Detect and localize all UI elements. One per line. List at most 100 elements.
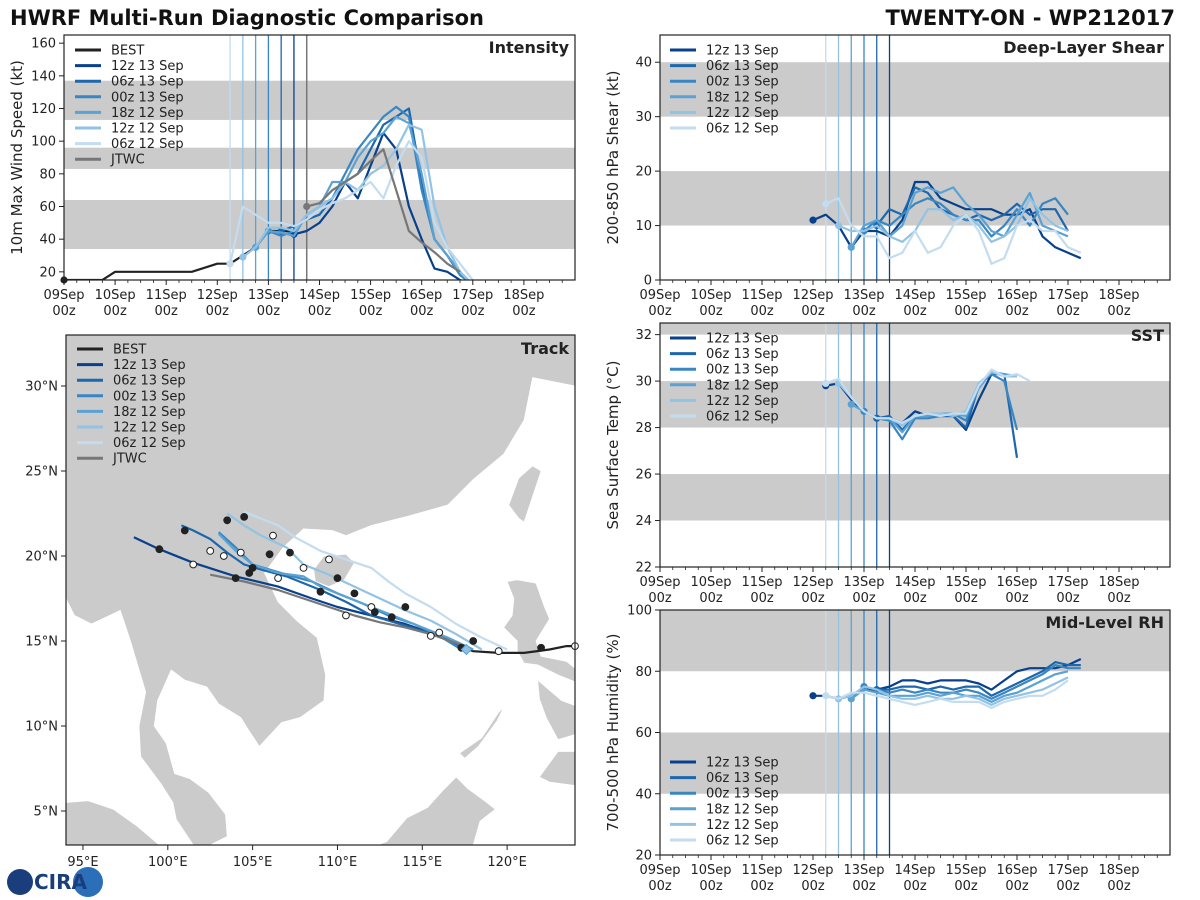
rh-legend-label: 12z 12 Sep bbox=[706, 818, 779, 833]
shear-legend-label: 18z 12 Sep bbox=[706, 90, 779, 105]
rh-x-tick-day: 14Sep bbox=[894, 863, 935, 878]
intensity-panel: 09Sep00z10Sep00z11Sep00z12Sep00z13Sep00z… bbox=[8, 34, 576, 319]
shear-x-tick-hour: 00z bbox=[852, 304, 876, 319]
shear-x-tick-day: 14Sep bbox=[894, 288, 935, 303]
shear-x-tick-day: 12Sep bbox=[792, 288, 833, 303]
land-luzon bbox=[503, 579, 575, 683]
track-y-tick-label: 5°N bbox=[34, 805, 59, 820]
intensity-legend-label: 12z 12 Sep bbox=[111, 122, 184, 137]
rh-legend-label: 06z 12 Sep bbox=[706, 834, 779, 849]
sst-x-tick-hour: 00z bbox=[648, 591, 672, 606]
track-series-12z-12-sep bbox=[226, 512, 483, 651]
track-legend-label: 12z 13 Sep bbox=[113, 358, 186, 373]
intensity-panel-title: Intensity bbox=[489, 38, 570, 57]
rh-x-tick-hour: 00z bbox=[954, 879, 978, 894]
track-x-tick-label: 115°E bbox=[403, 855, 443, 870]
rh-x-tick-day: 10Sep bbox=[690, 863, 731, 878]
track-position-marker-open bbox=[426, 632, 435, 640]
shear-legend-label: 12z 12 Sep bbox=[706, 106, 779, 121]
rh-x-tick-day: 15Sep bbox=[945, 863, 986, 878]
intensity-x-tick-day: 11Sep bbox=[146, 288, 187, 303]
shear-y-tick-label: 30 bbox=[635, 110, 652, 125]
intensity-series-06z-12-sep bbox=[229, 140, 476, 280]
track-position-marker-filled bbox=[286, 548, 294, 557]
intensity-x-tick-day: 17Sep bbox=[452, 288, 493, 303]
intensity-y-tick-label: 80 bbox=[39, 167, 56, 182]
sst-x-tick-hour: 00z bbox=[1056, 591, 1080, 606]
intensity-x-tick-day: 18Sep bbox=[503, 288, 544, 303]
track-panel: 95°E 100°E 105°E 110°E 115°E 120°E 5°N 10°N 15°N… bbox=[25, 334, 579, 870]
track-position-marker-open bbox=[189, 560, 198, 569]
rh-legend-label: 18z 12 Sep bbox=[706, 802, 779, 817]
sst-x-tick-hour: 00z bbox=[903, 591, 927, 606]
intensity-x-tick-hour: 00z bbox=[308, 304, 332, 319]
cira-logo-text: CIRA bbox=[34, 870, 88, 894]
shear-x-tick-day: 16Sep bbox=[996, 288, 1037, 303]
track-x-tick-label: 105°E bbox=[233, 855, 273, 870]
rh-series-06z-12-sep bbox=[825, 679, 1069, 710]
sst-x-tick-hour: 00z bbox=[1005, 591, 1029, 606]
land-sumatra bbox=[66, 800, 168, 845]
intensity-legend-label: 00z 13 Sep bbox=[111, 90, 184, 105]
track-position-marker-filled bbox=[350, 589, 359, 598]
track-legend-label: 06z 12 Sep bbox=[113, 436, 186, 451]
shear-legend-label: 06z 13 Sep bbox=[706, 59, 779, 74]
shear-x-tick-day: 10Sep bbox=[690, 288, 731, 303]
track-panel-title: Track bbox=[521, 339, 569, 358]
land-palawan bbox=[459, 707, 505, 759]
track-legend-label: JTWC bbox=[112, 452, 147, 467]
shear-legend-label: 06z 12 Sep bbox=[706, 122, 779, 137]
intensity-x-tick-day: 15Sep bbox=[350, 288, 391, 303]
rh-series-12z-12-sep bbox=[838, 676, 1069, 707]
intensity-legend-label: 06z 12 Sep bbox=[111, 137, 184, 152]
shear-y-axis-label: 200-850 hPa Shear (kt) bbox=[604, 71, 622, 245]
sst-y-tick-label: 26 bbox=[635, 468, 652, 483]
shear-series-06z-12-sep bbox=[825, 197, 1082, 265]
shear-x-tick-hour: 00z bbox=[1005, 304, 1029, 319]
intensity-x-tick-hour: 00z bbox=[257, 304, 281, 319]
figure-title: HWRF Multi-Run Diagnostic Comparison bbox=[10, 6, 484, 30]
land-hainan bbox=[313, 553, 355, 587]
rh-x-tick-day: 13Sep bbox=[843, 863, 884, 878]
track-position-marker-filled bbox=[370, 608, 379, 616]
track-series-06z-13-sep bbox=[180, 524, 466, 651]
track-x-tick-label: 100°E bbox=[148, 855, 188, 870]
sst-y-axis-label: Sea Surface Temp (°C) bbox=[604, 360, 622, 529]
shear-x-tick-hour: 00z bbox=[903, 304, 927, 319]
rh-threshold-band bbox=[660, 732, 1170, 794]
track-y-tick-label: 20°N bbox=[25, 550, 58, 565]
sst-x-tick-hour: 00z bbox=[852, 591, 876, 606]
intensity-y-tick-label: 100 bbox=[31, 135, 56, 150]
rh-y-axis-label: 700-500 hPa Humidity (%) bbox=[604, 633, 622, 831]
shear-x-tick-hour: 00z bbox=[750, 304, 774, 319]
sst-series-start-point bbox=[822, 379, 830, 388]
sst-y-tick-label: 24 bbox=[635, 514, 652, 529]
intensity-x-tick-hour: 00z bbox=[410, 304, 434, 319]
shear-series-start-point bbox=[809, 216, 817, 224]
intensity-x-tick-hour: 00z bbox=[512, 304, 536, 319]
rh-legend-label: 06z 13 Sep bbox=[706, 771, 779, 786]
rh-x-tick-hour: 00z bbox=[699, 879, 723, 894]
intensity-x-tick-hour: 00z bbox=[359, 304, 383, 319]
intensity-x-tick-day: 16Sep bbox=[401, 288, 442, 303]
shear-x-tick-day: 11Sep bbox=[741, 288, 782, 303]
land-taiwan bbox=[508, 465, 542, 523]
track-position-marker-open bbox=[325, 555, 333, 564]
land-visayas bbox=[537, 679, 575, 741]
intensity-series-jtwc bbox=[306, 148, 461, 273]
intensity-x-tick-hour: 00z bbox=[461, 304, 485, 319]
shear-panel: 09Sep00z10Sep00z11Sep00z12Sep00z13Sep00z… bbox=[604, 34, 1171, 319]
storm-id-title: TWENTY-ON - WP212017 bbox=[885, 6, 1175, 30]
rh-y-tick-label: 80 bbox=[635, 665, 652, 680]
track-legend-label: 18z 12 Sep bbox=[113, 405, 186, 420]
shear-series-start-point bbox=[834, 221, 843, 230]
sst-legend-label: 18z 12 Sep bbox=[706, 378, 779, 393]
track-y-tick-label: 30°N bbox=[25, 380, 58, 395]
intensity-y-axis-label: 10m Max Wind Speed (kt) bbox=[8, 60, 26, 255]
rh-series-start-point bbox=[822, 692, 830, 700]
track-legend-label: 12z 12 Sep bbox=[113, 421, 186, 436]
intensity-y-tick-label: 60 bbox=[39, 200, 56, 215]
track-position-marker-filled bbox=[265, 550, 274, 559]
track-series-jtwc bbox=[209, 573, 466, 648]
sst-legend-label: 12z 12 Sep bbox=[706, 394, 779, 409]
